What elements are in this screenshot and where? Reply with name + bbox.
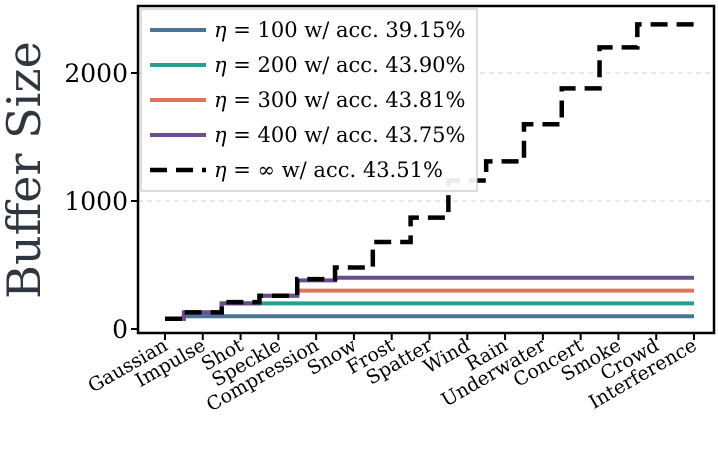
series-line-1 <box>165 314 694 321</box>
plot-frame <box>136 4 716 335</box>
y-tick-label: 2000 <box>64 59 128 88</box>
legend-label: η = 300 w/ acc. 43.81% <box>214 88 466 112</box>
legend-label: η = 400 w/ acc. 43.75% <box>214 123 466 147</box>
y-axis-label: Buffer Size <box>0 41 51 299</box>
series-lines <box>165 22 694 322</box>
y-tick-label: 1000 <box>64 187 128 216</box>
legend: η = 100 w/ acc. 39.15% η = 200 w/ acc. 43… <box>140 8 478 192</box>
series-line-5 <box>165 22 694 322</box>
y-axis-ticks: 0 1000 2000 <box>64 59 138 344</box>
legend-label: η = 200 w/ acc. 43.90% <box>214 53 466 77</box>
legend-label: η = 100 w/ acc. 39.15% <box>214 18 466 42</box>
y-tick-label: 0 <box>112 315 128 344</box>
legend-label: η = ∞ w/ acc. 43.51% <box>214 158 443 182</box>
